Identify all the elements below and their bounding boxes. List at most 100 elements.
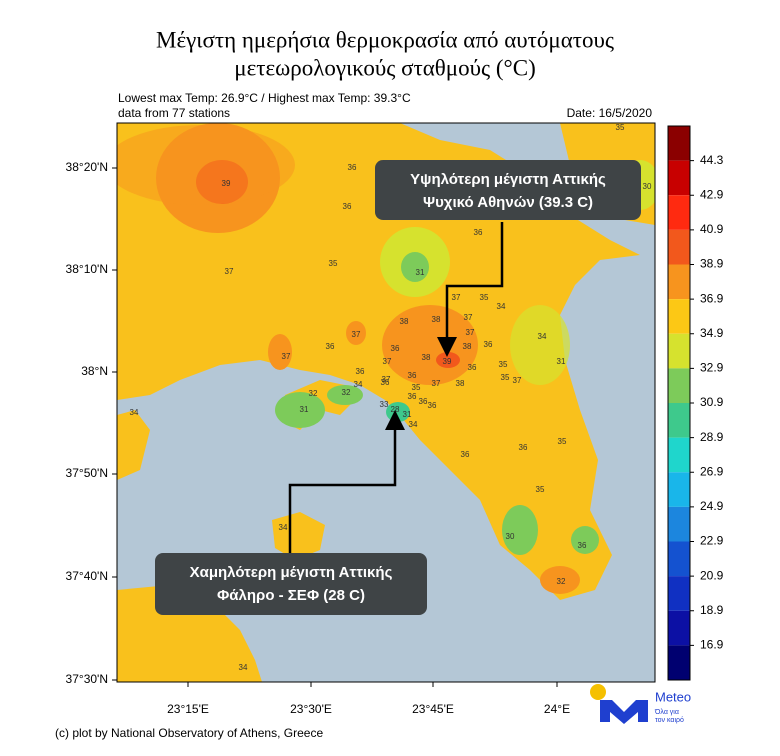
colorbar-label: 42.9 [700,187,724,201]
lat-label: 37°50'N [66,466,108,480]
station-value: 33 [380,400,389,409]
station-value: 36 [348,163,357,172]
station-value: 37 [382,375,391,384]
station-value: 36 [578,541,587,550]
station-value: 36 [391,344,400,353]
colorbar-label: 20.9 [700,568,724,582]
colorbar-swatch [668,472,690,507]
lat-label: 37°40'N [66,569,108,583]
colorbar-swatch [668,126,690,161]
station-value: 30 [643,182,652,191]
lon-label: 23°45'E [412,702,454,716]
station-value: 36 [326,342,335,351]
colorbar-swatch [668,368,690,403]
colorbar-label: 16.9 [700,638,724,652]
station-value: 39 [222,179,231,188]
station-value: 31 [557,357,566,366]
colorbar-swatch [668,299,690,334]
annotation-box [375,160,641,220]
station-value: 38 [422,353,431,362]
station-value: 38 [400,317,409,326]
map-frame [116,122,656,683]
colorbar-label: 18.9 [700,603,724,617]
station-value: 37 [282,352,291,361]
station-value: 34 [497,302,506,311]
annotation: Φάληρο - ΣΕΦ (28 C) [217,587,365,604]
lon-label: 23°15'E [167,702,209,716]
colorbar-label: 40.9 [700,222,724,236]
station-value: 36 [519,443,528,452]
station-value: 34 [409,420,418,429]
colorbar-swatch [668,610,690,646]
colorbar-swatch [668,403,690,438]
logo-tagline: τον καιρό [655,716,684,724]
station-value: 37 [464,313,473,322]
station-value: 31 [416,268,425,277]
station-value: 36 [428,401,437,410]
station-value: 36 [461,450,470,459]
station-value: 36 [419,397,428,406]
station-value: 32 [309,389,318,398]
station-value: 36 [381,378,390,387]
station-value: 39 [443,357,452,366]
colorbar-label: 30.9 [700,395,724,409]
station-value: 37 [513,376,522,385]
station-value: 35 [412,383,421,392]
colorbar-label: 34.9 [700,326,724,340]
station-value: 36 [408,371,417,380]
colorbar-label: 38.9 [700,257,724,271]
colorbar-swatch [668,333,690,369]
annotation: Χαμηλότερη μέγιστη Αττικής [190,564,393,581]
station-value: 35 [480,293,489,302]
station-value: 34 [239,663,248,672]
station-value: 34 [130,408,139,417]
logo: Meteo Όλα για τον καιρό [590,684,691,724]
lon-label: 23°30'E [290,702,332,716]
station-value: 38 [463,342,472,351]
station-value: 30 [506,532,515,541]
colorbar-label: 24.9 [700,499,724,513]
station-value: 38 [456,379,465,388]
station-value: 37 [352,330,361,339]
station-value: 36 [408,392,417,401]
lat-label: 37°30'N [66,672,108,686]
colorbar-label: 28.9 [700,430,724,444]
lon-label: 24°E [544,702,570,716]
station-value: 37 [466,328,475,337]
station-value: 32 [342,388,351,397]
station-value: 34 [279,523,288,532]
colorbar-swatch [668,506,690,542]
station-value: 37 [383,357,392,366]
station-value: 37 [225,267,234,276]
colorbar-swatch [668,645,690,680]
station-value: 36 [468,363,477,372]
colorbar-swatch [668,229,690,265]
title: μετεωρολογικούς σταθμούς (°C) [234,55,535,80]
station-value: 37 [452,293,461,302]
station-value: 34 [354,380,363,389]
station-value: 35 [536,485,545,494]
lat-label: 38°10'N [66,262,108,276]
colorbar-swatch [668,576,690,611]
station-value: 31 [403,410,412,419]
colorbar-swatch [668,437,690,473]
colorbar-swatch [668,264,690,300]
credit: (c) plot by National Observatory of Athe… [55,726,323,740]
station-value: 34 [538,332,547,341]
colorbar-label: 26.9 [700,464,724,478]
station-value: 37 [432,379,441,388]
stats: Lowest max Temp: 26.9°C / Highest max Te… [118,91,411,105]
logo-tagline: Όλα για [654,709,679,716]
annotation: Ψυχικό Αθηνών (39.3 C) [423,194,593,211]
station-value: 35 [558,437,567,446]
lat-label: 38°20'N [66,160,108,174]
title: Μέγιστη ημερήσια θερμοκρασία από αυτόματ… [156,27,614,52]
date: Date: 16/5/2020 [567,106,653,120]
station-value: 36 [356,367,365,376]
arrows [288,222,504,553]
station-value: 32 [557,577,566,586]
colorbar-swatch [668,195,690,230]
station-value: 35 [499,360,508,369]
colorbar-label: 36.9 [700,291,724,305]
